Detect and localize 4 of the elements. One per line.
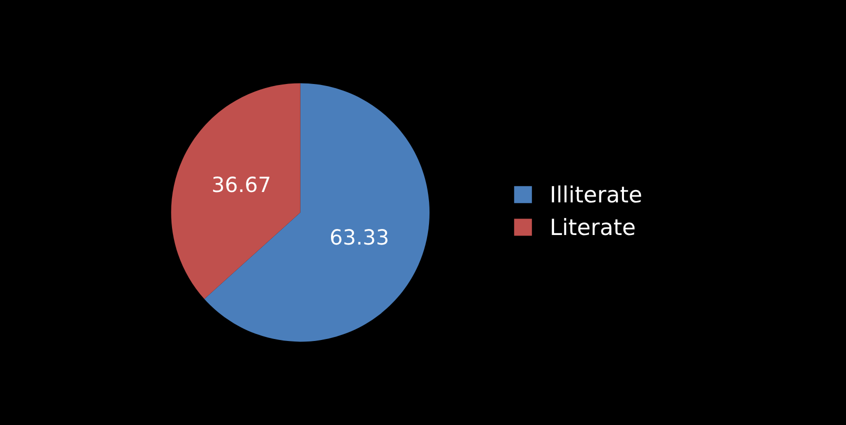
data-label: 36.67 [213,176,270,192]
legend-label: Literate [552,218,635,236]
legend-label: Illiterate [552,185,642,203]
data-label: 63.33 [330,229,388,245]
